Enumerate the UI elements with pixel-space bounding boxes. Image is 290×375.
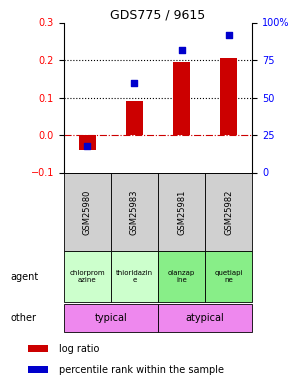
- Bar: [64, 304, 158, 332]
- Bar: [158, 172, 205, 251]
- Bar: [64, 251, 111, 302]
- Bar: [28, 345, 48, 352]
- Bar: [205, 251, 252, 302]
- Text: percentile rank within the sample: percentile rank within the sample: [59, 365, 224, 375]
- Bar: [79, 135, 96, 150]
- Bar: [205, 172, 252, 251]
- Title: GDS775 / 9615: GDS775 / 9615: [110, 8, 206, 21]
- Text: GSM25982: GSM25982: [224, 189, 233, 235]
- Point: [132, 80, 137, 86]
- Text: olanzap
ine: olanzap ine: [168, 270, 195, 283]
- Bar: [220, 58, 237, 135]
- Text: thioridazin
e: thioridazin e: [116, 270, 153, 283]
- Text: log ratio: log ratio: [59, 344, 99, 354]
- Text: GSM25980: GSM25980: [83, 189, 92, 235]
- Text: other: other: [10, 313, 36, 323]
- Bar: [158, 304, 252, 332]
- Point: [226, 32, 231, 38]
- Bar: [28, 366, 48, 373]
- Bar: [64, 172, 111, 251]
- Text: atypical: atypical: [186, 313, 224, 323]
- Text: GSM25981: GSM25981: [177, 189, 186, 235]
- Bar: [173, 62, 190, 135]
- Bar: [111, 172, 158, 251]
- Bar: [158, 251, 205, 302]
- Text: agent: agent: [10, 272, 38, 282]
- Bar: [111, 251, 158, 302]
- Text: quetiapi
ne: quetiapi ne: [215, 270, 243, 283]
- Bar: [126, 101, 143, 135]
- Point: [85, 142, 90, 148]
- Text: GSM25983: GSM25983: [130, 189, 139, 235]
- Point: [179, 46, 184, 53]
- Text: typical: typical: [95, 313, 127, 323]
- Text: chlorprom
azine: chlorprom azine: [70, 270, 105, 283]
